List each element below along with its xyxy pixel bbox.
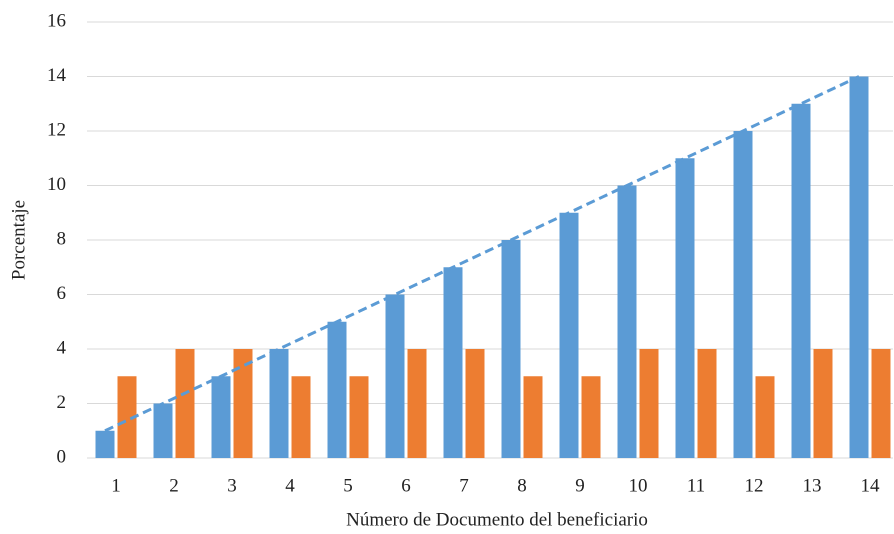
- y-tick-label: 10: [47, 174, 66, 195]
- x-axis-title: Número de Documento del beneficiario: [346, 509, 648, 530]
- bar: [407, 349, 427, 458]
- bar: [327, 321, 347, 458]
- bar: [733, 131, 753, 458]
- y-tick-label: 12: [47, 119, 66, 140]
- x-tick-label: 10: [629, 475, 648, 496]
- bar: [269, 349, 289, 458]
- bar: [849, 76, 869, 458]
- x-tick-label: 6: [401, 475, 411, 496]
- bar: [675, 158, 695, 458]
- bar: [501, 240, 521, 458]
- y-tick-label: 0: [57, 446, 67, 467]
- bar: [385, 294, 405, 458]
- x-tick-label: 11: [687, 475, 705, 496]
- y-tick-label: 6: [57, 283, 67, 304]
- x-tick-label: 3: [227, 475, 237, 496]
- trend-line: [104, 75, 860, 433]
- bar: [813, 349, 833, 458]
- y-axis-title: Porcentaje: [8, 200, 29, 280]
- bar: [791, 103, 811, 458]
- bar: [211, 376, 231, 458]
- bar: [233, 349, 253, 458]
- x-tick-label: 14: [861, 475, 881, 496]
- y-tick-label: 2: [57, 392, 67, 413]
- bar: [153, 403, 173, 458]
- x-tick-label: 5: [343, 475, 353, 496]
- y-tick-label: 8: [57, 228, 67, 249]
- x-tick-label: 8: [517, 475, 527, 496]
- bar: [559, 212, 579, 458]
- bar: [291, 376, 311, 458]
- y-tick-label: 4: [57, 337, 67, 358]
- x-tick-label: 12: [745, 475, 764, 496]
- bar: [443, 267, 463, 458]
- x-tick-label: 9: [575, 475, 585, 496]
- bar: [465, 349, 485, 458]
- bar: [581, 376, 601, 458]
- x-tick-label: 7: [459, 475, 469, 496]
- bar: [175, 349, 195, 458]
- bar: [95, 430, 115, 458]
- bar: [117, 376, 137, 458]
- bar: [871, 349, 891, 458]
- y-tick-label: 14: [47, 65, 67, 86]
- x-tick-label: 1: [111, 475, 121, 496]
- bar: [523, 376, 543, 458]
- bar: [755, 376, 775, 458]
- bar: [349, 376, 369, 458]
- bar: [639, 349, 659, 458]
- x-tick-label: 4: [285, 475, 295, 496]
- bar: [617, 185, 637, 458]
- bar: [697, 349, 717, 458]
- y-tick-label: 16: [47, 10, 66, 31]
- x-tick-label: 13: [803, 475, 822, 496]
- x-tick-label: 2: [169, 475, 179, 496]
